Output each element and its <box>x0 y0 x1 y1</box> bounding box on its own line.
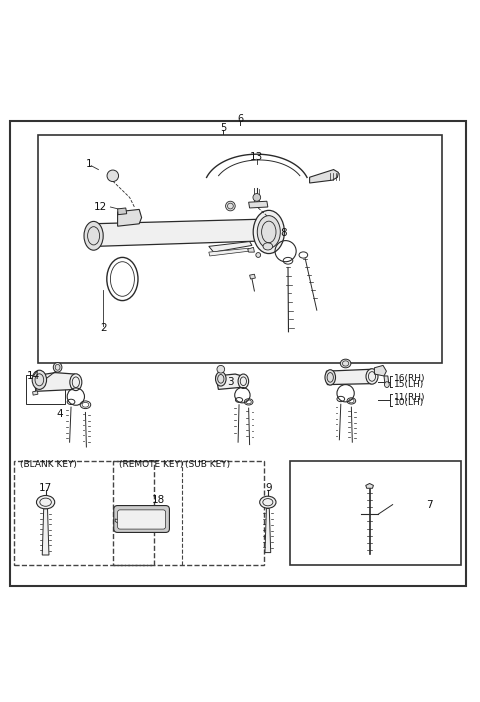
Ellipse shape <box>325 370 336 385</box>
Ellipse shape <box>32 370 47 390</box>
Text: 15(LH): 15(LH) <box>394 380 424 389</box>
Polygon shape <box>118 209 142 226</box>
Circle shape <box>253 194 261 201</box>
Text: 17: 17 <box>39 483 52 493</box>
Text: 4: 4 <box>57 409 63 419</box>
FancyBboxPatch shape <box>118 510 166 529</box>
Polygon shape <box>42 509 49 555</box>
Polygon shape <box>115 519 120 524</box>
Text: (REMOTE KEY): (REMOTE KEY) <box>119 461 183 469</box>
FancyBboxPatch shape <box>114 505 169 532</box>
Ellipse shape <box>84 221 103 250</box>
Ellipse shape <box>263 243 273 250</box>
Ellipse shape <box>260 496 276 508</box>
Text: 6: 6 <box>237 114 243 124</box>
Ellipse shape <box>340 359 351 368</box>
Polygon shape <box>384 376 389 385</box>
Text: 18: 18 <box>152 495 165 505</box>
Text: 16(RH): 16(RH) <box>394 374 425 383</box>
Text: 10(LH): 10(LH) <box>394 398 424 407</box>
Polygon shape <box>216 374 247 390</box>
Ellipse shape <box>53 362 62 372</box>
Ellipse shape <box>216 371 226 386</box>
Polygon shape <box>326 369 374 385</box>
Polygon shape <box>374 366 386 376</box>
Ellipse shape <box>70 373 82 390</box>
Circle shape <box>226 201 235 211</box>
Bar <box>14 461 154 564</box>
Polygon shape <box>248 247 254 252</box>
Text: 9: 9 <box>265 483 272 493</box>
Text: 1: 1 <box>85 159 92 168</box>
Circle shape <box>217 366 225 373</box>
Ellipse shape <box>256 253 261 258</box>
Text: 7: 7 <box>426 500 433 510</box>
Polygon shape <box>249 201 268 208</box>
Polygon shape <box>250 274 255 279</box>
Text: 12: 12 <box>94 202 108 212</box>
Polygon shape <box>265 508 271 552</box>
Bar <box>38 135 442 363</box>
Ellipse shape <box>384 382 389 388</box>
Text: 5: 5 <box>220 123 227 133</box>
Ellipse shape <box>238 374 249 388</box>
Text: 13: 13 <box>250 152 264 161</box>
Polygon shape <box>34 373 79 391</box>
Polygon shape <box>91 219 278 246</box>
Ellipse shape <box>257 216 280 249</box>
Polygon shape <box>209 249 249 256</box>
Text: 3: 3 <box>227 377 234 388</box>
Polygon shape <box>118 208 127 215</box>
Polygon shape <box>310 170 338 183</box>
Polygon shape <box>33 391 38 395</box>
Circle shape <box>107 170 119 182</box>
Bar <box>290 461 461 564</box>
Text: (BLANK KEY): (BLANK KEY) <box>20 461 77 469</box>
Polygon shape <box>209 241 252 252</box>
Text: (SUB KEY): (SUB KEY) <box>185 461 230 469</box>
Text: 8: 8 <box>280 228 287 239</box>
Text: 11(RH): 11(RH) <box>394 392 425 402</box>
Bar <box>26 375 65 404</box>
Bar <box>113 461 264 564</box>
Ellipse shape <box>36 496 55 509</box>
Ellipse shape <box>253 211 284 253</box>
Text: 14: 14 <box>26 371 40 381</box>
Polygon shape <box>366 484 373 489</box>
Ellipse shape <box>366 369 378 384</box>
Text: 2: 2 <box>100 323 107 333</box>
